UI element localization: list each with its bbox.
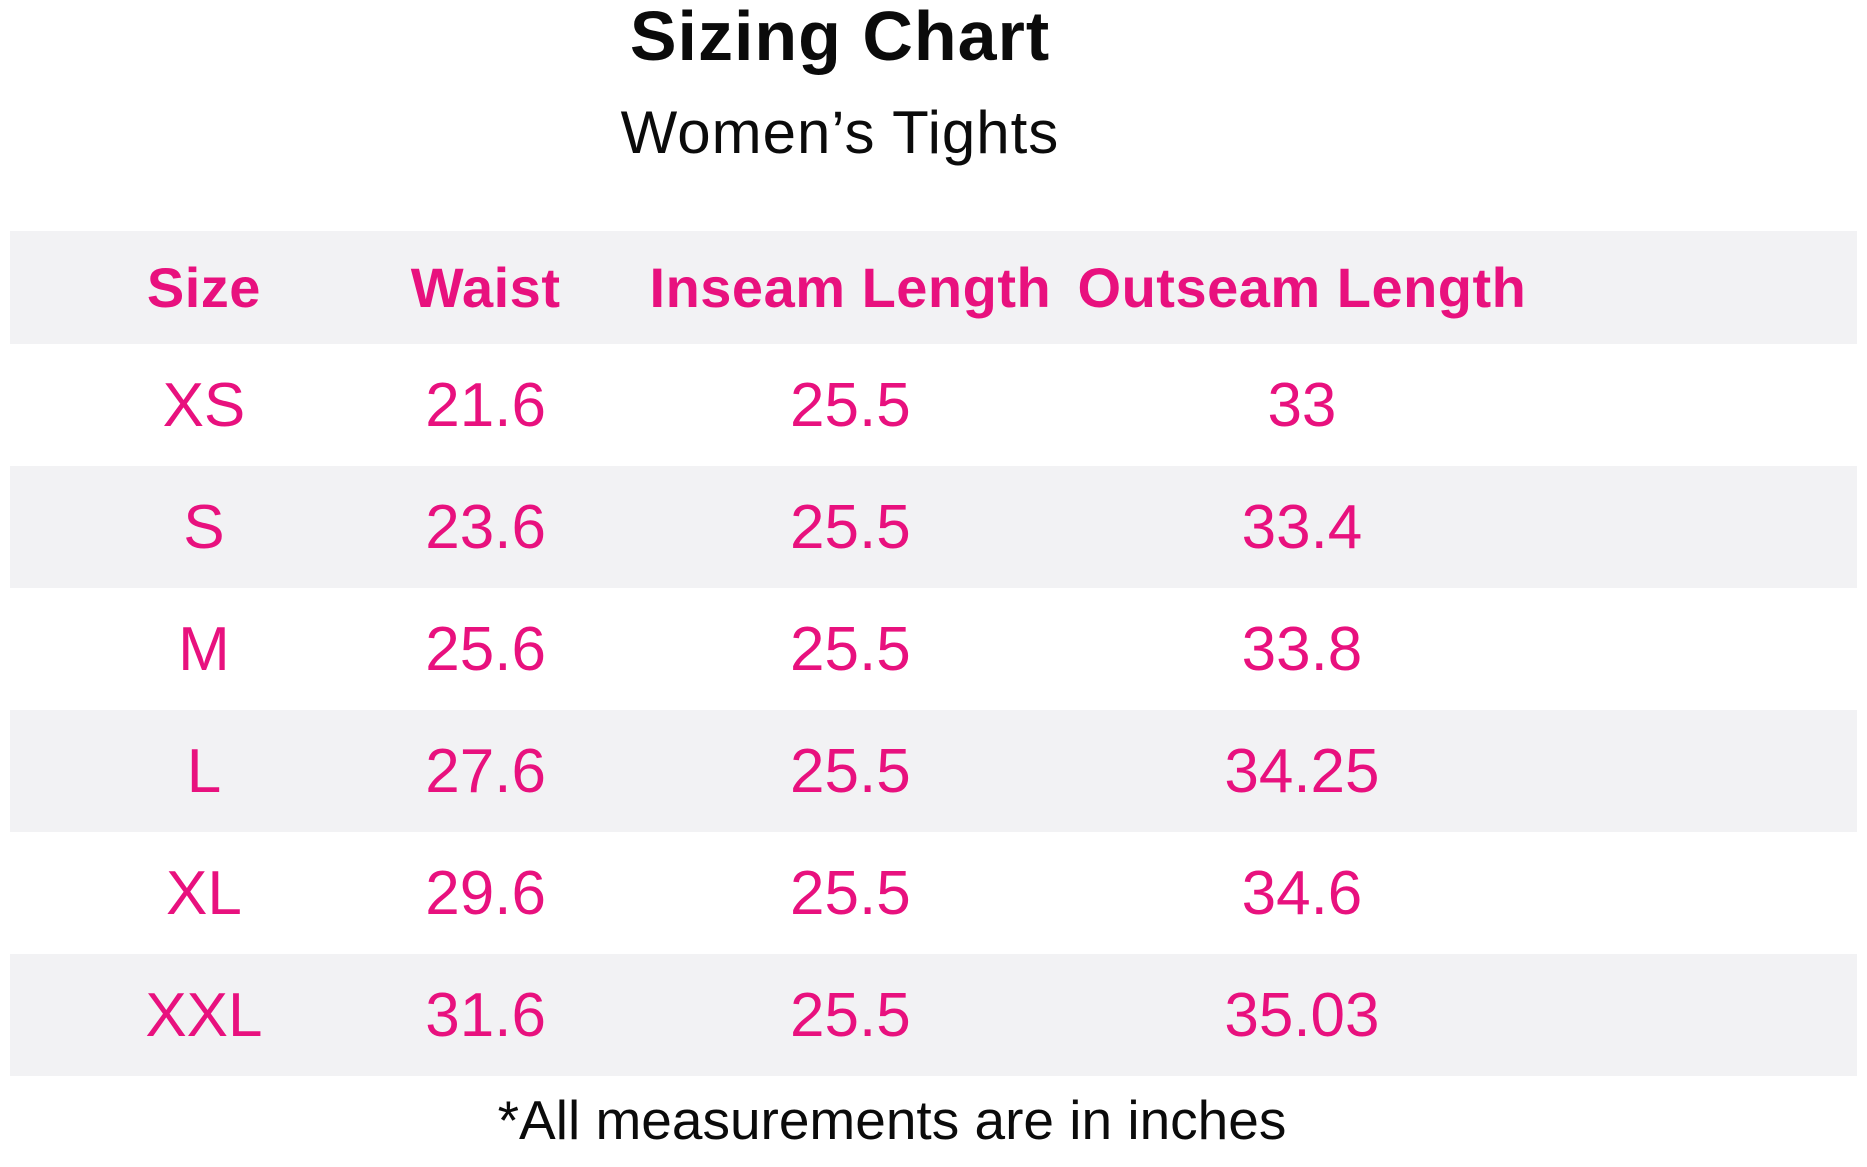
inseam-cell: 25.5 (790, 370, 911, 440)
inseam-cell: 25.5 (790, 980, 911, 1050)
waist-cell: 31.6 (425, 980, 546, 1050)
size-cell: XXL (145, 980, 263, 1050)
size-cell: S (183, 492, 225, 562)
waist-cell: 29.6 (425, 858, 546, 928)
table-header-row: Size Waist Inseam Length Outseam Length (10, 231, 1857, 344)
measurements-footnote: *All measurements are in inches (497, 1089, 1287, 1151)
column-header-size: Size (146, 256, 261, 319)
sizing-table: Size Waist Inseam Length Outseam Length … (10, 231, 1857, 1076)
page-title: Sizing Chart (629, 0, 1051, 75)
inseam-cell: 25.5 (790, 736, 911, 806)
waist-cell: 23.6 (425, 492, 546, 562)
table-row-xl: XL 29.6 25.5 34.6 (10, 832, 1857, 954)
outseam-cell: 33 (1267, 370, 1337, 440)
inseam-cell: 25.5 (790, 492, 911, 562)
column-header-waist: Waist (410, 256, 561, 319)
size-cell: L (186, 736, 222, 806)
table-row-l: L 27.6 25.5 34.25 (10, 710, 1857, 832)
table-row-xs: XS 21.6 25.5 33 (10, 344, 1857, 466)
inseam-cell: 25.5 (790, 858, 911, 928)
size-cell: M (178, 614, 230, 684)
outseam-cell: 35.03 (1224, 980, 1380, 1050)
column-header-inseam: Inseam Length (649, 256, 1052, 319)
column-header-outseam: Outseam Length (1077, 256, 1527, 319)
waist-cell: 27.6 (425, 736, 546, 806)
waist-cell: 25.6 (425, 614, 546, 684)
table-row-s: S 23.6 25.5 33.4 (10, 466, 1857, 588)
page-subtitle: Women’s Tights (620, 99, 1060, 166)
outseam-cell: 34.6 (1241, 858, 1363, 928)
outseam-cell: 33.8 (1241, 614, 1363, 684)
inseam-cell: 25.5 (790, 614, 911, 684)
outseam-cell: 34.25 (1224, 736, 1380, 806)
outseam-cell: 33.4 (1241, 492, 1363, 562)
table-row-m: M 25.6 25.5 33.8 (10, 588, 1857, 710)
waist-cell: 21.6 (425, 370, 546, 440)
table-row-xxl: XXL 31.6 25.5 35.03 (10, 954, 1857, 1076)
size-cell: XL (166, 858, 242, 928)
size-cell: XS (162, 370, 246, 440)
